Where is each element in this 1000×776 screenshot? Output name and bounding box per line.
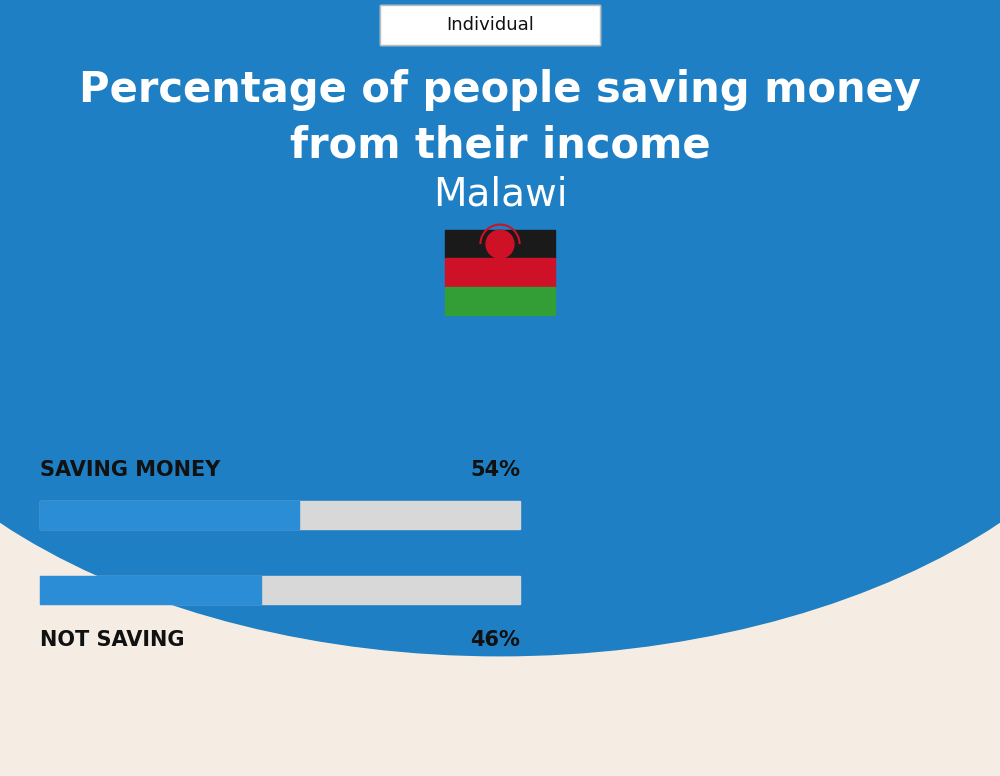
Text: 46%: 46% [470,630,520,650]
Bar [445,230,555,258]
Bar [40,576,520,604]
Bar [380,5,600,45]
Text: Malawi: Malawi [433,176,567,214]
Bar [445,286,555,315]
Bar [40,501,299,529]
Text: NOT SAVING: NOT SAVING [40,630,184,650]
Text: Percentage of people saving money: Percentage of people saving money [79,69,921,111]
Text: 54%: 54% [470,460,520,480]
Bar [380,5,600,45]
Text: SAVING MONEY: SAVING MONEY [40,460,220,480]
Ellipse shape [0,0,1000,656]
Bar [40,501,520,529]
Bar [40,576,261,604]
Bar [445,258,555,286]
Text: from their income: from their income [290,124,710,166]
Text: Individual: Individual [446,16,534,34]
Circle shape [486,230,514,258]
